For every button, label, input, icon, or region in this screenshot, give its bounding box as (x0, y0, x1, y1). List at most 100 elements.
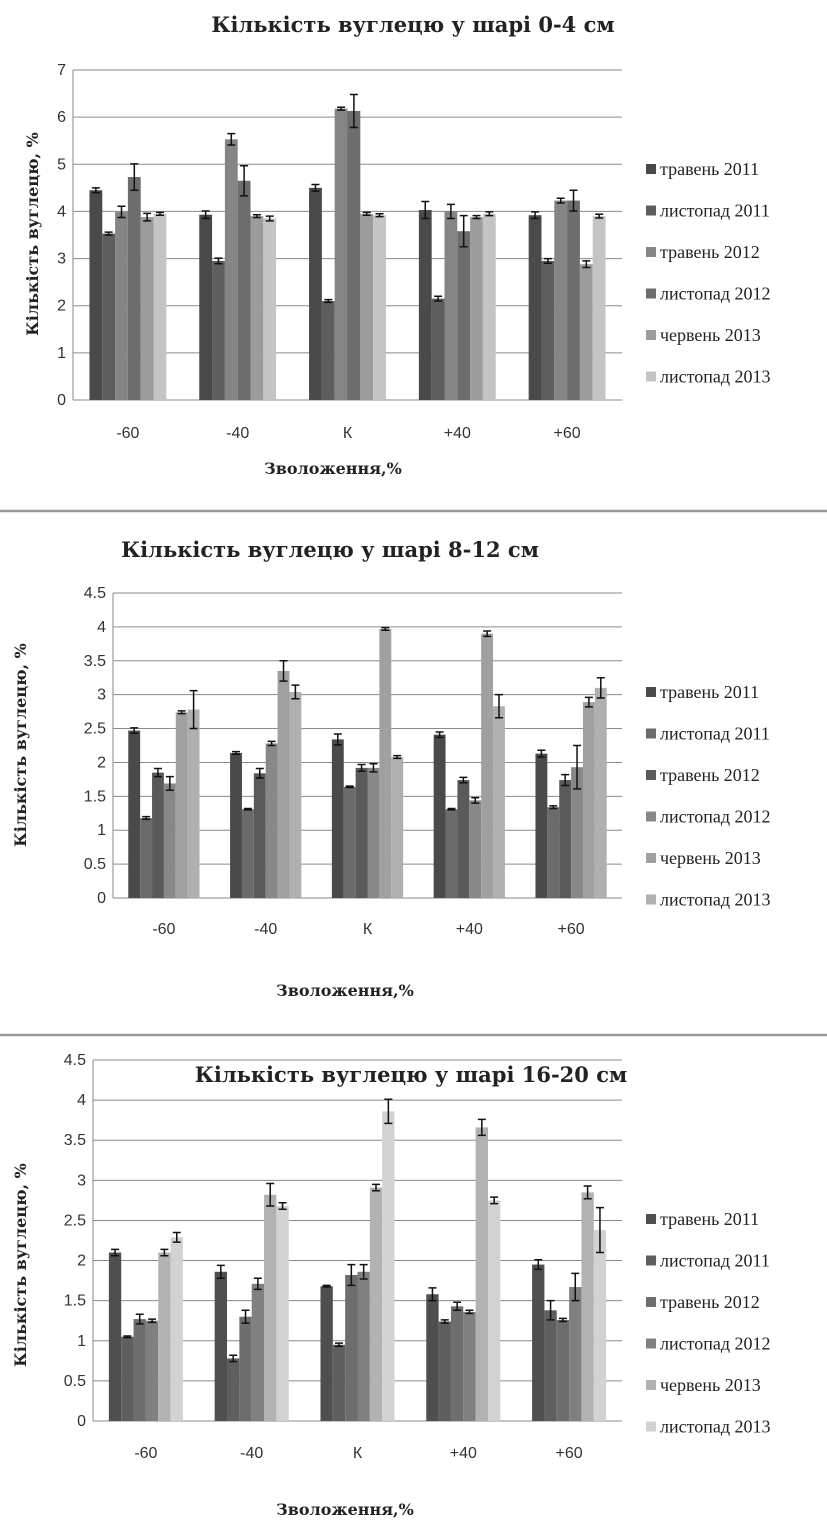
y-tick-label: 2 (97, 754, 106, 771)
error-bar (549, 805, 558, 810)
bar (140, 818, 153, 898)
y-tick-label: 1 (97, 822, 106, 839)
legend-swatch (646, 1214, 656, 1224)
y-tick-label: 4 (97, 619, 106, 636)
bar (309, 187, 322, 400)
bar (444, 211, 458, 400)
error-bar (111, 1248, 120, 1257)
error-bar (291, 684, 300, 700)
legend-label: листопад 2013 (660, 367, 771, 387)
bar (541, 260, 555, 400)
y-tick-label: 0 (57, 392, 66, 409)
bar (544, 1310, 557, 1421)
bar (145, 1320, 159, 1421)
error-bar (573, 744, 582, 790)
x-tick-label: +40 (450, 1445, 477, 1462)
error-bar (428, 1287, 437, 1302)
bar (133, 1319, 146, 1421)
bar (199, 214, 213, 400)
bar (482, 213, 496, 400)
error-bar (117, 205, 126, 219)
bar (214, 1271, 228, 1421)
error-bar (359, 1263, 368, 1280)
bar (89, 190, 103, 400)
legend-swatch (646, 164, 656, 174)
error-bar (490, 1196, 499, 1205)
error-bar (543, 257, 552, 265)
error-bar (91, 187, 100, 194)
y-tick-label: 1.5 (64, 1293, 86, 1310)
error-bar (189, 689, 198, 730)
error-bar (381, 626, 390, 632)
legend-swatch (646, 371, 656, 382)
x-tick-label: К (353, 1445, 363, 1462)
bar (470, 217, 483, 400)
error-bar (311, 183, 320, 192)
chart-layer-8-12: Кількість вуглецю у шарі 8-12 см Кількіс… (11, 537, 771, 1000)
bar (579, 264, 593, 400)
chart-layer-0-4: Кількість вуглецю у шарі 0-4 см Кількіст… (23, 12, 771, 478)
y-tick-label: 3 (77, 1172, 86, 1189)
bar (332, 1344, 346, 1421)
bar (152, 772, 164, 898)
bar (128, 730, 141, 898)
y-tick-label: 1 (77, 1333, 86, 1350)
y-tick-label: 2 (77, 1253, 86, 1270)
error-bar (266, 1182, 275, 1207)
y-axis-label: Кількість вуглецю, % (11, 1163, 30, 1367)
error-bar (372, 1183, 381, 1192)
bar (212, 260, 225, 400)
error-bar (347, 1263, 356, 1287)
error-bar (421, 200, 430, 220)
y-tick-label: 3 (97, 687, 106, 704)
y-tick-label: 2.5 (64, 1212, 86, 1229)
x-tick-label: -40 (240, 1445, 263, 1462)
legend-swatch (646, 288, 656, 299)
error-bar (595, 213, 604, 219)
error-bar (104, 231, 113, 236)
error-bar (153, 767, 162, 778)
y-tick-label: 2 (57, 298, 66, 315)
error-bar (582, 260, 591, 269)
error-bar (155, 211, 164, 216)
legend-label: червень 2013 (660, 325, 761, 345)
bar (108, 1252, 122, 1421)
y-tick-label: 0 (77, 1413, 86, 1430)
error-bar (241, 1309, 250, 1324)
x-tick-label: +60 (558, 921, 585, 938)
error-bar (267, 740, 276, 747)
legend-label: листопад 2012 (660, 284, 771, 304)
error-bar (345, 785, 354, 789)
error-bar (483, 630, 492, 638)
error-bar (546, 1299, 555, 1321)
bar (581, 1192, 594, 1421)
error-bar (534, 1259, 543, 1271)
bar (102, 233, 116, 400)
error-bar (229, 1354, 238, 1363)
error-bar (337, 106, 346, 111)
legend-label: листопад 2012 (660, 807, 771, 827)
error-bar (453, 1301, 462, 1312)
y-axis-label: Кількість вуглецю, % (11, 643, 30, 847)
error-bar (362, 211, 371, 216)
legend-label: листопад 2011 (660, 724, 770, 744)
bar (567, 200, 580, 400)
legend-label: травень 2011 (660, 1209, 759, 1229)
chart-layer-16-20: Кількість вуглецю у шарі 16-20 см Кількі… (11, 1052, 771, 1519)
error-bar (459, 214, 468, 248)
x-tick-label: -40 (226, 425, 249, 442)
bar (592, 216, 606, 400)
bar (582, 702, 595, 898)
chart-title: Кількість вуглецю у шарі 16-20 см (195, 1062, 627, 1087)
error-bar (384, 1098, 393, 1125)
y-tick-label: 7 (57, 62, 66, 79)
error-bar (279, 660, 288, 682)
error-bar (232, 750, 241, 756)
error-bar (571, 1272, 580, 1302)
bar (355, 767, 368, 898)
x-tick-label: +60 (554, 425, 581, 442)
legend-swatch (646, 770, 656, 780)
error-bar (143, 212, 152, 222)
bar (153, 213, 167, 400)
error-bar (142, 815, 151, 821)
